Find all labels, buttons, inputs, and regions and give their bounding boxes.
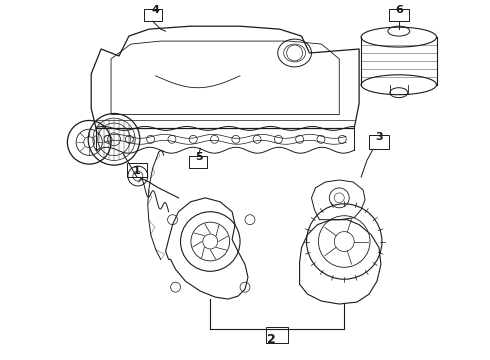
Text: 3: 3 [375,132,383,142]
Text: 6: 6 [395,5,403,15]
Text: 1: 1 [133,166,141,176]
Text: 5: 5 [195,152,203,162]
Text: 4: 4 [151,5,159,15]
Text: 2: 2 [268,333,276,346]
